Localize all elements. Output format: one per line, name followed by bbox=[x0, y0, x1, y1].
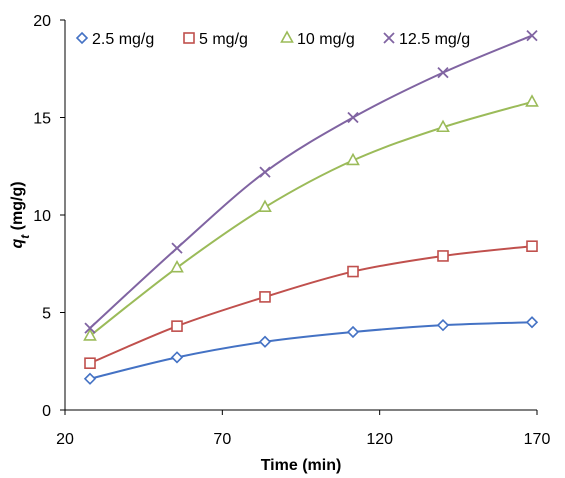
legend-label: 2.5 mg/g bbox=[92, 31, 154, 48]
data-point-x bbox=[259, 166, 271, 178]
axes bbox=[64, 20, 537, 411]
data-point-x bbox=[526, 29, 538, 42]
legend-label: 12.5 mg/g bbox=[399, 31, 470, 48]
y-axis-title: qt (mg/g) bbox=[9, 181, 32, 248]
data-point-diamond bbox=[75, 31, 89, 45]
x-axis-title: Time (min) bbox=[261, 457, 342, 474]
series-line bbox=[89, 245, 533, 365]
legend-label: 10 mg/g bbox=[297, 31, 355, 48]
series-1 bbox=[83, 316, 539, 385]
series-line bbox=[89, 100, 533, 337]
data-point-x bbox=[437, 67, 449, 79]
y-axis-title-main: q bbox=[9, 239, 26, 249]
legend: 2.5 mg/g 5 mg/g 10 mg/g 12.5 mg/g bbox=[75, 30, 470, 48]
data-point-diamond bbox=[346, 325, 360, 339]
y-tick-label: 5 bbox=[42, 306, 51, 323]
series-line bbox=[89, 34, 533, 329]
data-point-square bbox=[526, 240, 538, 252]
series-3 bbox=[83, 94, 539, 341]
legend-item: 12.5 mg/g bbox=[383, 31, 470, 48]
series-layer bbox=[83, 29, 539, 385]
series-line bbox=[89, 321, 533, 380]
data-point-diamond bbox=[525, 316, 539, 329]
data-point-square bbox=[183, 32, 195, 44]
legend-label: 5 mg/g bbox=[199, 31, 248, 48]
data-point-triangle bbox=[346, 152, 360, 166]
data-point-diamond bbox=[170, 351, 184, 364]
data-point-square bbox=[84, 357, 96, 370]
data-point-triangle bbox=[170, 259, 184, 273]
data-point-diamond bbox=[83, 372, 97, 385]
y-axis-title-sub: t bbox=[18, 234, 32, 239]
data-point-square bbox=[437, 250, 449, 262]
series-2 bbox=[84, 240, 538, 370]
x-ticks: 20 70 120 170 bbox=[56, 410, 550, 448]
x-tick-label: 70 bbox=[213, 431, 231, 448]
data-point-x bbox=[84, 322, 96, 334]
x-tick-label: 20 bbox=[56, 431, 74, 448]
data-point-square bbox=[171, 320, 183, 332]
y-tick-label: 20 bbox=[33, 13, 51, 30]
series-4 bbox=[84, 29, 538, 334]
y-ticks: 0 5 10 15 20 bbox=[33, 13, 65, 420]
data-point-square bbox=[347, 265, 359, 278]
data-point-square bbox=[259, 291, 271, 303]
data-point-x bbox=[347, 111, 359, 124]
data-point-x bbox=[171, 242, 183, 254]
data-point-triangle bbox=[436, 119, 450, 133]
y-tick-label: 15 bbox=[33, 111, 51, 128]
data-point-triangle bbox=[525, 94, 539, 107]
data-point-triangle bbox=[258, 199, 272, 212]
legend-item: 5 mg/g bbox=[183, 31, 248, 48]
y-axis-title-unit: (mg/g) bbox=[9, 181, 26, 234]
x-tick-label: 170 bbox=[524, 431, 551, 448]
data-point-triangle bbox=[83, 328, 97, 341]
y-tick-label: 10 bbox=[33, 208, 51, 225]
legend-item: 10 mg/g bbox=[280, 30, 355, 48]
y-tick-label: 0 bbox=[42, 403, 51, 420]
data-point-triangle bbox=[280, 30, 294, 43]
x-tick-label: 120 bbox=[366, 431, 393, 448]
legend-item: 2.5 mg/g bbox=[75, 31, 154, 48]
data-point-diamond bbox=[258, 335, 272, 348]
data-point-diamond bbox=[436, 319, 450, 332]
data-point-x bbox=[383, 32, 395, 44]
